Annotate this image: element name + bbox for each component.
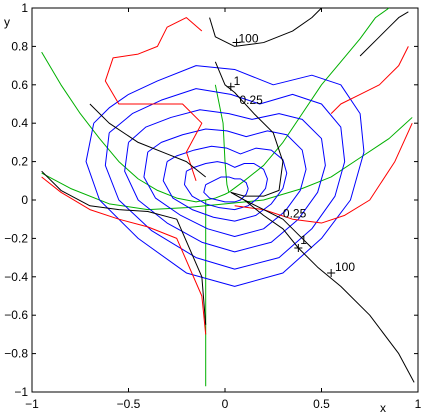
series-line-blue-9 xyxy=(143,128,307,237)
series-line-blue-8 xyxy=(124,109,326,253)
series-line-black-23 xyxy=(359,11,409,57)
y-tick-label: 1 xyxy=(21,1,28,15)
series-line-black-22 xyxy=(89,103,207,178)
contour-marker xyxy=(226,82,235,91)
series-line-green-5 xyxy=(214,84,230,193)
series-line-red-15 xyxy=(234,122,413,224)
series-line-green-3 xyxy=(41,172,226,211)
label-layer: −1 −0.5 0 0.5 1 −1 −0.8 −0.6 −0.4 −0.2 0 0.2 0.4 0.6 0… xyxy=(4,1,421,411)
series-line-black-21 xyxy=(41,170,207,325)
y-tick-label: 0.2 xyxy=(11,155,28,169)
y-tick-label: 0 xyxy=(21,193,28,207)
contour-level-label: 0.25 xyxy=(283,206,307,220)
contour-level-label: 1 xyxy=(300,233,307,247)
contour-marker xyxy=(294,244,303,252)
contour-level-label: 100 xyxy=(335,260,355,274)
x-tick-label: 0.5 xyxy=(313,397,330,411)
x-tick-label: −0.5 xyxy=(117,397,141,411)
contour-level-label: 0.25 xyxy=(239,93,263,107)
series-line-green-2 xyxy=(224,117,413,205)
y-axis-label: y xyxy=(4,15,10,29)
series-line-red-14 xyxy=(104,17,203,181)
series-layer xyxy=(41,7,415,387)
tick-layer xyxy=(31,7,419,393)
y-tick-label: 0.4 xyxy=(11,116,28,130)
y-tick-label: 0.6 xyxy=(11,78,28,92)
series-line-black-20 xyxy=(230,191,313,249)
x-tick-label: −1 xyxy=(25,397,39,411)
series-line-black-17 xyxy=(209,7,322,47)
contour-marker xyxy=(232,38,241,47)
series-line-blue-7 xyxy=(104,88,346,270)
series-line-green-1 xyxy=(228,7,390,193)
plot-frame xyxy=(31,7,419,393)
y-tick-label: −0.2 xyxy=(4,231,28,245)
x-tick-label: 0 xyxy=(222,397,229,411)
y-tick-label: −0.6 xyxy=(4,308,28,322)
x-tick-label: 1 xyxy=(415,397,422,411)
series-line-black-19 xyxy=(230,191,415,383)
y-tick-label: −0.4 xyxy=(4,270,28,284)
annotation-layer: 100 1 0.25 0.25 1 100 xyxy=(226,32,355,277)
contour-marker xyxy=(327,268,336,277)
contour-level-label: 1 xyxy=(234,74,241,88)
series-line-blue-6 xyxy=(85,65,365,287)
x-axis-label: x xyxy=(380,401,386,415)
series-line-red-13 xyxy=(41,176,207,335)
series-line-red-16 xyxy=(330,46,409,114)
series-line-blue-10 xyxy=(162,145,288,222)
y-tick-label: 0.8 xyxy=(11,39,28,53)
series-line-blue-11 xyxy=(183,161,268,211)
y-tick-label: −1 xyxy=(14,385,28,399)
series-line-black-18 xyxy=(214,61,284,197)
series-line-blue-12 xyxy=(203,176,249,203)
y-tick-label: −0.8 xyxy=(4,347,28,361)
contour-level-label: 100 xyxy=(239,32,259,46)
series-line-green-0 xyxy=(41,51,230,203)
